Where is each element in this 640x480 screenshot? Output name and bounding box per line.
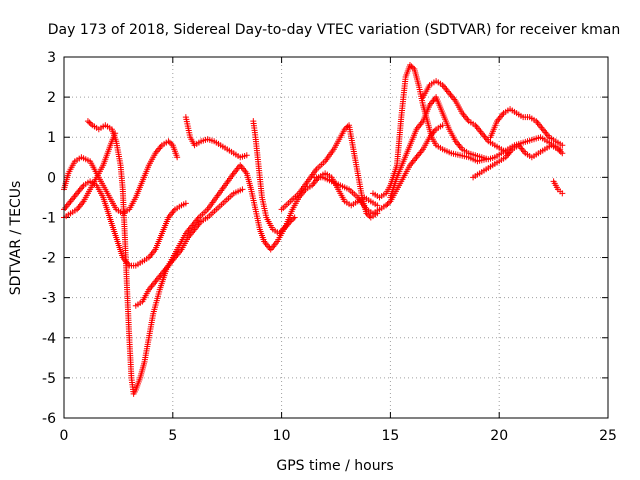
y-tick-label: -3 [42, 291, 56, 307]
y-tick-label: 2 [47, 90, 56, 106]
series-arc-12 [387, 94, 564, 201]
data-point [165, 138, 172, 145]
x-tick-label: 10 [273, 428, 291, 444]
data-point [374, 202, 381, 209]
data-point [556, 147, 563, 154]
y-tick-label: 0 [47, 170, 56, 186]
series-arc-1 [61, 138, 181, 217]
series-arc-5 [132, 186, 246, 309]
data-point [559, 190, 566, 197]
y-tick-label: -2 [42, 251, 56, 267]
y-tick-label: 1 [47, 130, 56, 146]
series-arc-6 [182, 114, 250, 161]
data-point [383, 202, 390, 209]
x-tick-label: 25 [599, 428, 617, 444]
x-tick-label: 0 [60, 428, 69, 444]
data-point [408, 63, 415, 70]
x-tick-label: 20 [490, 428, 508, 444]
data-point [290, 215, 297, 222]
data-point [341, 126, 348, 133]
series-arc-2 [61, 178, 189, 269]
data-point [86, 119, 93, 126]
data-point [406, 62, 413, 69]
x-axis-label: GPS time / hours [276, 458, 393, 474]
data-point [87, 120, 94, 127]
data-point [174, 154, 181, 161]
series-arc-14 [487, 106, 566, 149]
y-tick-label: -4 [42, 331, 56, 347]
data-point [243, 152, 250, 159]
x-tick-label: 5 [168, 428, 177, 444]
y-axis-label: SDTVAR / TECUs [8, 181, 24, 296]
series-arc-4 [84, 118, 298, 397]
data-point [166, 139, 173, 146]
data-point [364, 211, 371, 218]
data-point [291, 214, 298, 221]
data-markers [61, 62, 566, 397]
series-arc-15 [550, 178, 566, 197]
data-point [385, 199, 392, 206]
y-tick-label: 3 [47, 50, 56, 66]
data-point [84, 118, 91, 125]
grid-lines [64, 57, 608, 418]
data-point [559, 142, 566, 149]
series-arc-11 [420, 78, 511, 157]
data-point [168, 140, 175, 147]
y-tick-label: -6 [42, 411, 56, 427]
chart-title: Day 173 of 2018, Sidereal Day-to-day VTE… [48, 22, 620, 38]
data-point [559, 150, 566, 157]
data-point [384, 201, 391, 208]
y-tick-label: -1 [42, 210, 56, 226]
plot-frame [63, 56, 609, 419]
data-point [557, 148, 564, 155]
series-arc-9 [311, 122, 446, 217]
data-point [554, 146, 561, 153]
axis-ticks: 0 5 10 15 20 25 -6 -5 -4 -3 -2 -1 0 1 2 3 [42, 50, 617, 444]
series-arc-13 [470, 142, 566, 181]
x-tick-label: 15 [381, 428, 399, 444]
data-point [409, 64, 416, 71]
y-tick-label: -5 [42, 371, 56, 387]
data-point [239, 186, 246, 193]
data-point [288, 217, 295, 224]
data-point [182, 200, 189, 207]
